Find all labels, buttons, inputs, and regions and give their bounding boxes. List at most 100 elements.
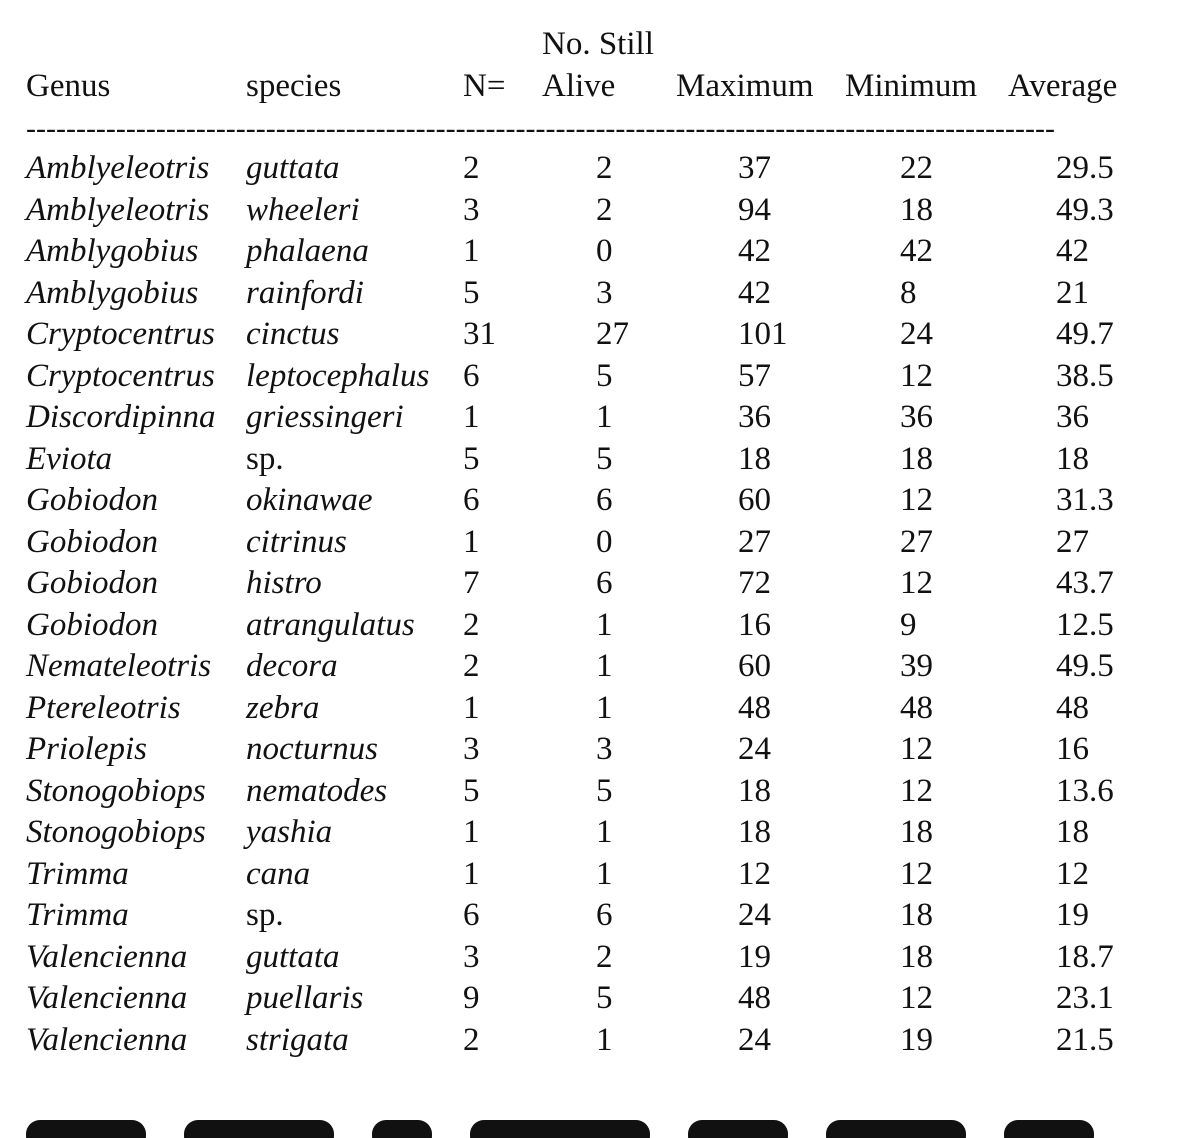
- table-row: Amblyeleotris wheeleri 3 2 94 18 49.3: [0, 190, 1200, 232]
- cell-max: 18: [738, 772, 771, 809]
- cell-avg: 21.5: [1056, 1021, 1114, 1058]
- header-minimum: Minimum: [845, 68, 978, 104]
- cell-genus: Trimma: [26, 897, 129, 933]
- cell-genus: Discordipinna: [26, 399, 216, 435]
- table-row: Stonogobiops nematodes 5 5 18 12 13.6: [0, 771, 1200, 813]
- header-n: N=: [463, 68, 506, 104]
- cell-min: 12: [900, 855, 933, 892]
- cell-n: 1: [463, 689, 480, 726]
- cell-n: 1: [463, 399, 480, 435]
- cell-n: 6: [463, 357, 480, 394]
- cell-min: 12: [900, 980, 933, 1016]
- cell-max: 19: [738, 938, 771, 975]
- cell-species: histro: [246, 565, 322, 601]
- cell-genus: Cryptocentrus: [26, 316, 215, 352]
- cell-max: 24: [738, 731, 771, 767]
- cell-genus: Nemateleotris: [26, 648, 212, 684]
- header-alive-line1: No. Still: [542, 26, 654, 62]
- cell-avg: 13.6: [1056, 772, 1114, 809]
- table-row: Valencienna puellaris 9 5 48 12 23.1: [0, 978, 1200, 1020]
- cell-min: 18: [900, 897, 933, 933]
- cell-alive: 27: [596, 316, 629, 352]
- cell-alive: 1: [596, 689, 613, 726]
- cell-n: 2: [463, 150, 480, 186]
- table-row: Eviota sp. 5 5 18 18 18: [0, 439, 1200, 481]
- table-row: Cryptocentrus leptocephalus 6 5 57 12 38.5: [0, 356, 1200, 398]
- cell-max: 57: [738, 357, 771, 394]
- cell-genus: Trimma: [26, 855, 129, 892]
- cell-alive: 3: [596, 274, 613, 311]
- cut-off-text-line: [26, 1120, 1176, 1138]
- cell-avg: 49.7: [1056, 316, 1114, 352]
- cell-n: 6: [463, 482, 480, 518]
- cell-genus: Gobiodon: [26, 606, 158, 643]
- cell-max: 60: [738, 482, 771, 518]
- cell-species: zebra: [246, 689, 320, 726]
- table-row: Amblyeleotris guttata 2 2 37 22 29.5: [0, 148, 1200, 190]
- cell-species: atrangulatus: [246, 606, 415, 643]
- cell-avg: 12.5: [1056, 606, 1114, 643]
- cell-species: yashia: [246, 814, 333, 850]
- header-species: species: [246, 68, 342, 104]
- cell-alive: 5: [596, 772, 613, 809]
- header-maximum: Maximum: [676, 68, 814, 104]
- cell-min: 27: [900, 523, 933, 560]
- cell-min: 18: [900, 191, 933, 228]
- table-row: Valencienna strigata 2 1 24 19 21.5: [0, 1020, 1200, 1062]
- cell-n: 2: [463, 1021, 480, 1058]
- cell-min: 39: [900, 648, 933, 684]
- cell-species: strigata: [246, 1021, 349, 1058]
- cell-n: 2: [463, 606, 480, 643]
- cell-min: 18: [900, 938, 933, 975]
- cell-avg: 49.3: [1056, 191, 1114, 228]
- cell-n: 1: [463, 233, 480, 269]
- cell-min: 12: [900, 482, 933, 518]
- cell-alive: 6: [596, 897, 613, 933]
- cell-min: 12: [900, 772, 933, 809]
- cell-avg: 42: [1056, 233, 1089, 269]
- cell-alive: 2: [596, 191, 613, 228]
- cell-species: griessingeri: [246, 399, 404, 435]
- cell-alive: 0: [596, 233, 613, 269]
- cell-alive: 2: [596, 150, 613, 186]
- table-row: Trimma cana 1 1 12 12 12: [0, 854, 1200, 896]
- cell-alive: 0: [596, 523, 613, 560]
- cell-genus: Cryptocentrus: [26, 357, 215, 394]
- cell-alive: 1: [596, 648, 613, 684]
- header-divider: ----------------------------------------…: [26, 114, 1055, 144]
- table-row: Gobiodon citrinus 1 0 27 27 27: [0, 522, 1200, 564]
- cell-max: 12: [738, 855, 771, 892]
- cell-genus: Valencienna: [26, 938, 188, 975]
- cell-min: 22: [900, 150, 933, 186]
- cell-min: 18: [900, 440, 933, 477]
- cell-species: puellaris: [246, 980, 364, 1016]
- cell-min: 48: [900, 689, 933, 726]
- cell-n: 31: [463, 316, 496, 352]
- cell-max: 48: [738, 689, 771, 726]
- table-row: Amblygobius rainfordi 5 3 42 8 21: [0, 273, 1200, 315]
- cell-min: 8: [900, 274, 917, 311]
- cell-genus: Eviota: [26, 440, 113, 477]
- cell-avg: 38.5: [1056, 357, 1114, 394]
- cell-species: guttata: [246, 150, 340, 186]
- cell-n: 5: [463, 274, 480, 311]
- cell-species: cana: [246, 855, 311, 892]
- cell-genus: Gobiodon: [26, 482, 158, 518]
- cell-species: cinctus: [246, 316, 340, 352]
- cell-max: 48: [738, 980, 771, 1016]
- cell-max: 18: [738, 440, 771, 477]
- table-row: Gobiodon okinawae 6 6 60 12 31.3: [0, 480, 1200, 522]
- cell-max: 101: [738, 316, 788, 352]
- cell-avg: 16: [1056, 731, 1089, 767]
- cell-max: 42: [738, 274, 771, 311]
- cell-genus: Ptereleotris: [26, 689, 181, 726]
- cell-min: 12: [900, 731, 933, 767]
- table-row: Gobiodon atrangulatus 2 1 16 9 12.5: [0, 605, 1200, 647]
- cell-avg: 48: [1056, 689, 1089, 726]
- cell-avg: 19: [1056, 897, 1089, 933]
- cell-n: 2: [463, 648, 480, 684]
- cell-avg: 29.5: [1056, 150, 1114, 186]
- cell-max: 24: [738, 897, 771, 933]
- cell-avg: 23.1: [1056, 980, 1114, 1016]
